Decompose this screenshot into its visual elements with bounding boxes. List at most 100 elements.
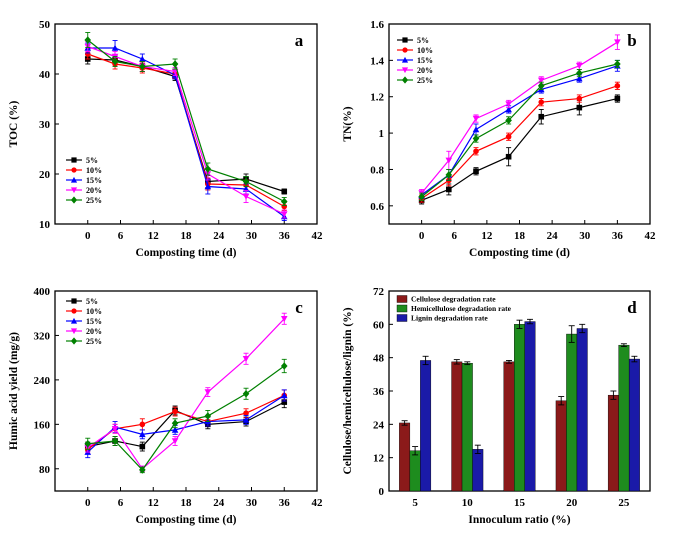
x-tick-label: 6: [452, 230, 458, 242]
bar: [503, 361, 515, 492]
series-4: [418, 59, 621, 201]
x-axis-label: Composting time (d): [136, 247, 237, 259]
legend-label: 10%: [417, 46, 433, 55]
y-tick-label: 320: [34, 330, 51, 342]
y-tick-label: 12: [373, 453, 385, 465]
x-tick-label: 36: [612, 230, 624, 242]
y-tick-label: 24: [373, 419, 385, 431]
x-tick-label: 18: [181, 497, 193, 509]
y-tick-label: 60: [373, 319, 385, 331]
y-axis-label: TOC (%): [8, 100, 20, 147]
data-point: [111, 44, 119, 51]
panel-label: b: [627, 31, 636, 50]
legend-label: 10%: [86, 166, 102, 175]
legend-marker: [401, 67, 409, 74]
series-1: [84, 48, 288, 211]
data-point: [538, 113, 545, 120]
data-point: [204, 412, 212, 420]
data-point: [505, 106, 512, 113]
x-tick-label: 15: [514, 497, 526, 509]
legend: 5%10%15%20%25%: [66, 156, 102, 205]
data-point: [172, 408, 178, 415]
data-point: [242, 355, 250, 363]
x-tick-label: 6: [118, 497, 124, 509]
y-tick-label: 1.6: [370, 19, 384, 31]
data-point: [204, 389, 212, 396]
chart-panel-a: 10 20 30 40 50 0 6 12 18 24 30 36 42 Composting time …: [8, 19, 323, 259]
data-point: [111, 57, 119, 66]
legend-marker: [402, 37, 408, 43]
x-tick-label: 24: [547, 230, 559, 242]
legend-label: 25%: [86, 196, 102, 205]
series-line: [87, 365, 285, 471]
x-tick-label: 36: [279, 230, 291, 242]
bar: [420, 360, 432, 492]
data-point: [139, 466, 146, 474]
x-tick-label: 10: [462, 497, 474, 509]
data-point: [576, 63, 583, 70]
series-line: [87, 45, 285, 215]
data-point: [204, 183, 212, 190]
x-tick-label: 5: [412, 497, 418, 509]
data-point: [171, 426, 179, 433]
legend-label: 5%: [417, 36, 429, 45]
data-point: [280, 362, 288, 370]
y-tick-label: 30: [39, 119, 51, 131]
panel-label: d: [627, 298, 637, 317]
data-point: [280, 211, 288, 218]
legend-marker: [71, 167, 77, 173]
legend-label: 5%: [86, 297, 98, 306]
bar: [514, 324, 525, 492]
bar: [461, 363, 473, 492]
y-tick-label: 160: [34, 419, 51, 431]
bar: [607, 394, 619, 492]
x-tick-label: 25: [618, 497, 630, 509]
data-point: [280, 197, 288, 206]
bar: [409, 450, 421, 492]
data-point: [84, 36, 92, 44]
legend-swatch: [396, 304, 408, 313]
panel-label: c: [295, 298, 303, 317]
data-point: [445, 157, 453, 164]
x-tick-label: 36: [279, 497, 291, 509]
bar: [399, 422, 411, 492]
data-point: [171, 60, 179, 68]
legend-label: 15%: [86, 317, 102, 326]
legend-marker: [70, 328, 78, 335]
x-tick-label: 12: [148, 497, 160, 509]
x-tick-label: 30: [579, 230, 591, 242]
series-line: [87, 53, 285, 208]
legend-swatch: [396, 295, 408, 303]
data-point: [111, 425, 119, 433]
data-point: [242, 389, 250, 398]
data-point: [505, 153, 512, 160]
y-tick-label: 0: [379, 486, 385, 498]
data-point: [242, 416, 250, 423]
y-tick-label: 10: [39, 219, 51, 231]
data-point: [139, 443, 146, 450]
data-point: [614, 39, 621, 46]
y-tick-label: 48: [373, 353, 385, 365]
bar: [576, 328, 588, 492]
bar-series-2: [420, 318, 640, 492]
y-tick-label: 1.2: [370, 92, 384, 104]
legend-marker: [70, 337, 78, 345]
data-point: [537, 82, 545, 90]
data-point: [473, 168, 479, 175]
bar-series-1: [409, 319, 630, 492]
y-tick-label: 20: [39, 169, 51, 181]
legend-label: 20%: [417, 66, 433, 75]
x-tick-label: 18: [514, 230, 526, 242]
legend-marker: [70, 187, 78, 194]
series-line: [87, 318, 285, 470]
chart-panel-c: 80 160 240 320 400 0 6 12 18 24 30 36 42 Composting t…: [8, 286, 323, 526]
legend-marker: [70, 176, 78, 183]
data-point: [139, 62, 146, 71]
bar: [618, 344, 630, 492]
legend-marker: [401, 76, 409, 84]
data-point: [281, 188, 288, 195]
y-tick-label: 240: [34, 375, 51, 387]
bar: [451, 361, 463, 492]
data-point: [576, 69, 583, 77]
data-point: [243, 410, 249, 417]
